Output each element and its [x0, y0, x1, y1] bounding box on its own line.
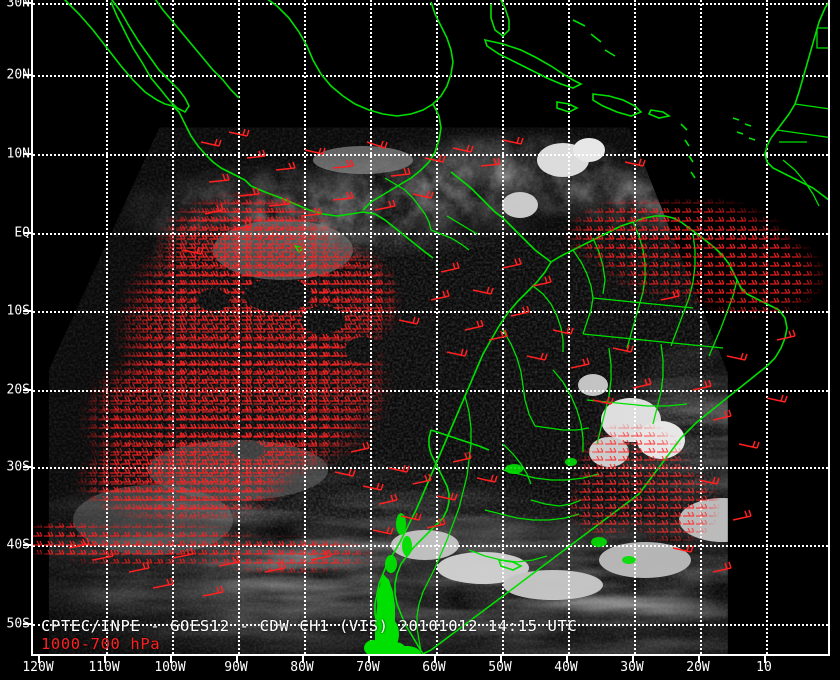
- lon-tick-label-120W: 120W: [22, 660, 54, 675]
- product-caption: CPTEC/INPE - GOES12 - CDW CH1 (VIS) 2010…: [41, 617, 578, 635]
- lat-tick-label-30S: 30S: [6, 459, 30, 475]
- lon-tick-mark-80W: [302, 656, 304, 663]
- wind-barb-group-sw-pacific: [68, 537, 332, 597]
- lat-tick-label-40S: 40S: [6, 537, 30, 553]
- lon-tick-mark-100W: [170, 656, 172, 663]
- lon-tick-label-10: 10: [756, 660, 772, 675]
- lon-tick-label-90W: 90W: [224, 660, 248, 675]
- lat-tick-mark-50S: [23, 623, 32, 625]
- wind-barb-group-itcz: [208, 136, 524, 217]
- lon-tick-mark-120W: [38, 656, 40, 663]
- lon-tick-mark-70W: [368, 656, 370, 663]
- lon-tick-mark-30W: [632, 656, 634, 663]
- lon-tick-mark-20W: [698, 656, 700, 663]
- lon-tick-mark-40W: [566, 656, 568, 663]
- lon-tick-label-100W: 100W: [154, 660, 186, 675]
- lat-tick-label-EQ: EQ: [0, 226, 30, 241]
- lon-tick-label-110W: 110W: [88, 660, 120, 675]
- lon-tick-mark-10: [764, 656, 766, 663]
- wind-barb-group-mid-atlantic: [624, 158, 680, 301]
- lon-tick-label-50W: 50W: [488, 660, 512, 675]
- wind-barb-group-amazon: [398, 257, 652, 405]
- lat-tick-mark-30S: [23, 466, 32, 468]
- lat-tick-mark-20N: [23, 74, 32, 76]
- lat-tick-mark-40S: [23, 544, 32, 546]
- lon-tick-label-40W: 40W: [554, 660, 578, 675]
- lon-tick-mark-60W: [434, 656, 436, 663]
- lat-tick-mark-EQ: [23, 232, 32, 234]
- lon-tick-label-80W: 80W: [290, 660, 314, 675]
- lon-tick-label-20W: 20W: [686, 660, 710, 675]
- lat-tick-label-20N: 20N: [6, 67, 30, 83]
- lat-tick-label-10N: 10N: [6, 146, 30, 162]
- lat-tick-label-10S: 10S: [6, 303, 30, 319]
- lon-tick-label-30W: 30W: [620, 660, 644, 675]
- lat-tick-mark-30N: [23, 2, 32, 4]
- layer-label: 1000-700 hPa: [41, 635, 161, 653]
- lat-tick-label-30N: 30N: [6, 0, 30, 11]
- wind-barb-group-north-pacific: [182, 128, 252, 255]
- lat-tick-mark-10S: [23, 310, 32, 312]
- lon-tick-label-70W: 70W: [356, 660, 380, 675]
- lat-tick-label-50S: 50S: [6, 616, 30, 632]
- cloud-drift-wind-vectors: [33, 0, 828, 654]
- lat-tick-mark-10N: [23, 153, 32, 155]
- lat-tick-mark-20S: [23, 389, 32, 391]
- lon-tick-mark-110W: [104, 656, 106, 663]
- lat-tick-label-20S: 20S: [6, 382, 30, 398]
- map-plot-area: CPTEC/INPE - GOES12 - CDW CH1 (VIS) 2010…: [31, 0, 830, 656]
- wind-barb-group-andes: [334, 441, 498, 535]
- lon-tick-mark-50W: [500, 656, 502, 663]
- lon-tick-label-60W: 60W: [422, 660, 446, 675]
- wind-barb-group-south-atlantic: [672, 329, 796, 573]
- wind-barb-field: [33, 0, 828, 654]
- lon-tick-mark-90W: [236, 656, 238, 663]
